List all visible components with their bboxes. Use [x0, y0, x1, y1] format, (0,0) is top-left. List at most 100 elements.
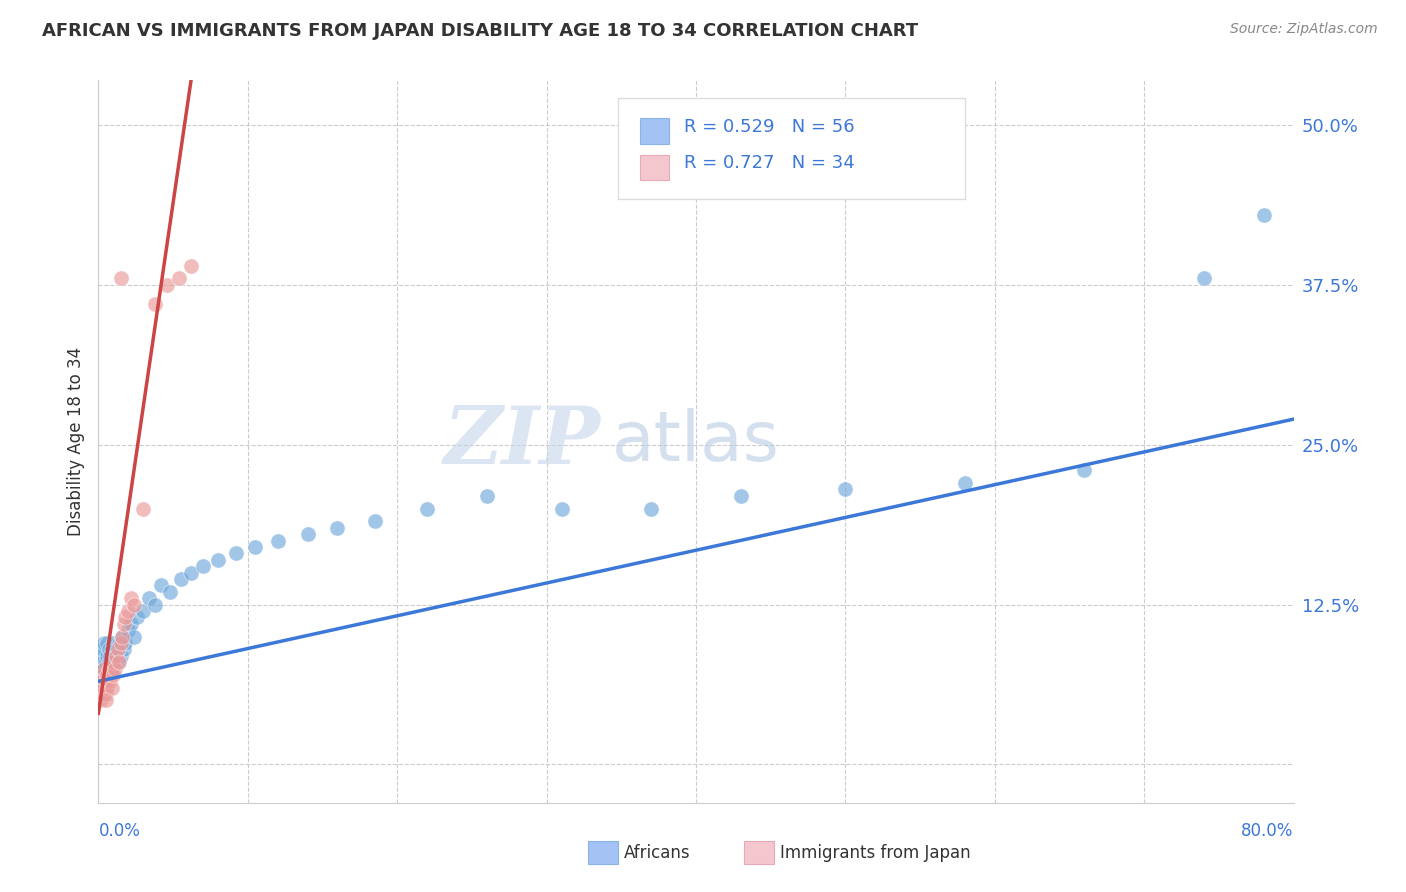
Point [103, 668, 125, 682]
Text: atlas: atlas [613, 408, 780, 475]
Point [416, 501, 439, 516]
Point [245, 540, 267, 554]
Point [93, 661, 115, 675]
Point [93, 661, 115, 675]
Point [120, 591, 142, 606]
Point [110, 648, 132, 663]
Point [180, 259, 202, 273]
Point [94, 668, 117, 682]
Point [90, 648, 112, 663]
Point [143, 598, 166, 612]
Point [98, 674, 122, 689]
Point [124, 598, 146, 612]
Point [90, 693, 112, 707]
Point [111, 630, 134, 644]
Point [89, 661, 111, 675]
Point [110, 271, 132, 285]
Text: 80.0%: 80.0% [1241, 822, 1294, 840]
Point [94, 687, 117, 701]
FancyBboxPatch shape [744, 841, 773, 864]
Point [93, 636, 115, 650]
Point [103, 655, 125, 669]
Point [91, 668, 114, 682]
Point [103, 636, 125, 650]
Point [117, 623, 139, 637]
Point [730, 489, 752, 503]
Point [94, 693, 117, 707]
Point [96, 648, 118, 663]
Point [94, 674, 117, 689]
Point [475, 489, 498, 503]
Point [834, 483, 856, 497]
Text: AFRICAN VS IMMIGRANTS FROM JAPAN DISABILITY AGE 18 TO 34 CORRELATION CHART: AFRICAN VS IMMIGRANTS FROM JAPAN DISABIL… [42, 22, 918, 40]
Point [1253, 208, 1275, 222]
Point [1073, 463, 1095, 477]
Point [132, 604, 155, 618]
Point [98, 661, 122, 675]
Point [114, 636, 136, 650]
Point [138, 591, 160, 606]
Point [111, 630, 134, 644]
Point [105, 642, 128, 657]
Point [180, 566, 202, 580]
Point [110, 636, 132, 650]
Point [159, 584, 181, 599]
Point [96, 681, 118, 695]
Point [105, 648, 128, 663]
Point [107, 642, 129, 657]
Text: ZIP: ZIP [443, 403, 600, 480]
Point [120, 616, 142, 631]
Text: Africans: Africans [624, 844, 690, 862]
Point [90, 668, 112, 682]
Point [108, 655, 131, 669]
Point [91, 687, 114, 701]
Point [326, 521, 349, 535]
Point [97, 655, 120, 669]
Point [112, 616, 135, 631]
Point [89, 681, 111, 695]
Point [90, 674, 112, 689]
Point [364, 515, 387, 529]
Point [150, 578, 173, 592]
Point [101, 681, 124, 695]
Point [1192, 271, 1215, 285]
Point [143, 297, 166, 311]
Point [91, 642, 114, 657]
Point [127, 610, 149, 624]
Y-axis label: Disability Age 18 to 34: Disability Age 18 to 34 [66, 347, 84, 536]
Point [112, 642, 135, 657]
Point [98, 648, 122, 663]
Point [124, 630, 146, 644]
Point [953, 476, 976, 491]
Point [117, 604, 139, 618]
Point [167, 271, 190, 285]
Text: R = 0.727   N = 34: R = 0.727 N = 34 [685, 154, 855, 172]
Point [297, 527, 319, 541]
Point [191, 559, 214, 574]
FancyBboxPatch shape [640, 119, 669, 144]
Point [101, 661, 124, 675]
Point [94, 655, 117, 669]
Point [108, 636, 131, 650]
FancyBboxPatch shape [619, 98, 965, 200]
Point [640, 501, 662, 516]
Point [267, 533, 290, 548]
Point [104, 648, 127, 663]
Point [103, 655, 125, 669]
Point [97, 661, 120, 675]
Text: 0.0%: 0.0% [98, 822, 141, 840]
Text: Immigrants from Japan: Immigrants from Japan [779, 844, 970, 862]
Point [207, 553, 229, 567]
Point [93, 681, 115, 695]
Point [132, 501, 155, 516]
Point [225, 546, 247, 560]
Text: Source: ZipAtlas.com: Source: ZipAtlas.com [1230, 22, 1378, 37]
Point [114, 610, 136, 624]
Point [97, 642, 120, 657]
Text: R = 0.529   N = 56: R = 0.529 N = 56 [685, 119, 855, 136]
Point [104, 661, 127, 675]
Point [169, 572, 191, 586]
Point [156, 277, 179, 292]
Point [96, 636, 118, 650]
Point [550, 501, 572, 516]
